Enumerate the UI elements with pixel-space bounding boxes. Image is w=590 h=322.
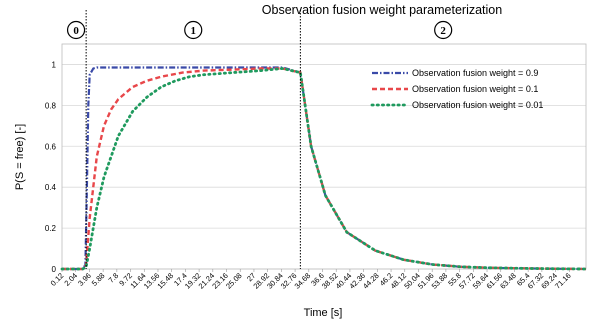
series-group — [60, 66, 588, 271]
chart-title: Observation fusion weight parameterizati… — [262, 3, 502, 17]
plot-frame — [61, 43, 587, 270]
x-axis-label: Time [s] — [304, 307, 343, 319]
x-tick-label: 3.96 — [76, 271, 93, 288]
series-line-3 — [60, 67, 588, 271]
y-axis-label: P(S = free) [-] — [14, 124, 26, 190]
legend-label-3: Observation fusion weight = 0.01 — [412, 100, 543, 110]
legend: Observation fusion weight = 0.9 Observati… — [370, 68, 543, 110]
y-ticks: 0 0.2 0.4 0.6 0.8 1 — [45, 60, 57, 274]
series-line-1 — [62, 66, 587, 271]
legend-label-2: Observation fusion weight = 0.1 — [412, 84, 538, 94]
x-tick-label: 25.08 — [224, 271, 244, 291]
x-tick-label: 5.88 — [90, 271, 107, 288]
x-ticks: 0.122.043.965.88 7.89.7211.6413.5615.4817… — [49, 269, 573, 291]
y-tick-label: 1 — [52, 60, 57, 69]
y-tick-label: 0.6 — [45, 142, 57, 151]
grid — [62, 64, 586, 270]
series-line-2 — [62, 67, 587, 271]
legend-label-1: Observation fusion weight = 0.9 — [412, 68, 538, 78]
phase-label-circle — [184, 20, 203, 40]
y-tick-label: 0.4 — [45, 183, 57, 192]
phase-label: 2 — [440, 25, 446, 37]
y-tick-label: 0.2 — [45, 224, 57, 233]
phase-label-circle — [66, 20, 86, 40]
phase-label: 1 — [190, 25, 196, 37]
phase-label: 0 — [73, 25, 79, 37]
y-tick-label: 0.8 — [45, 101, 57, 110]
y-tick-label: 0 — [52, 265, 57, 274]
phase-label-circle — [434, 20, 453, 40]
x-tick-label: 2.04 — [62, 271, 79, 288]
phase-markers: 0 1 2 — [66, 10, 453, 269]
x-tick-label: 71.16 — [553, 271, 573, 291]
